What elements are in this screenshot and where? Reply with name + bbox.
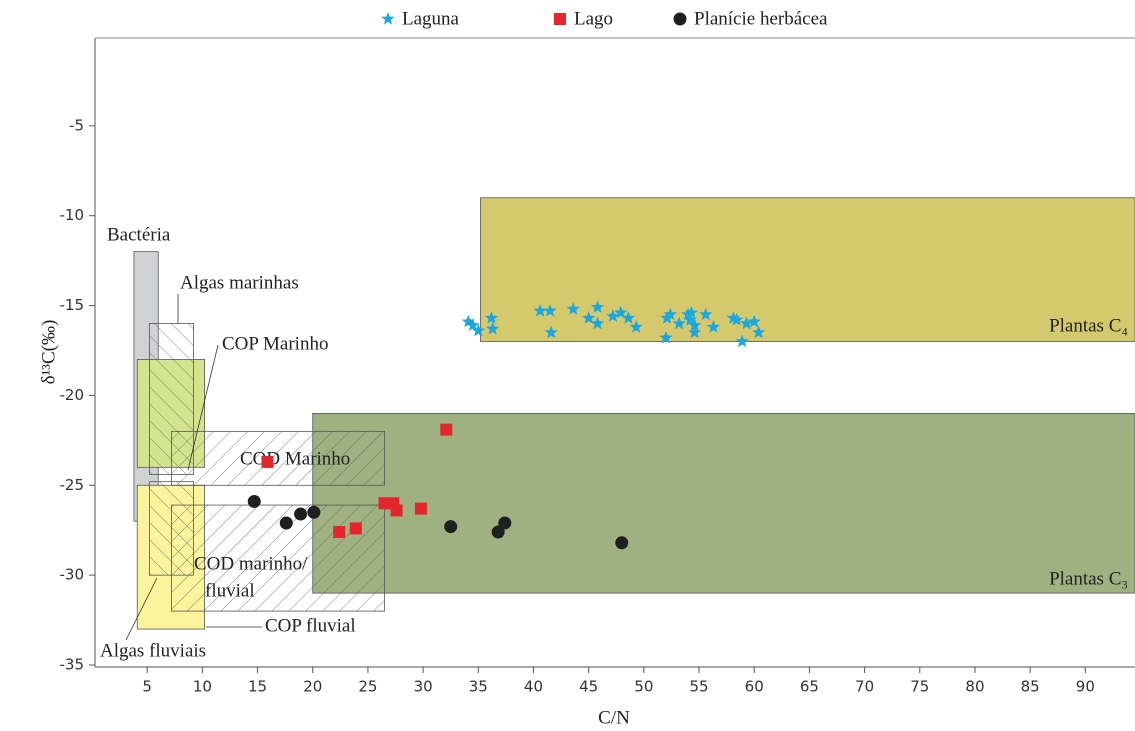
legend-marker — [554, 13, 566, 25]
marker — [683, 312, 697, 326]
x-tick-label: 5 — [142, 678, 152, 696]
x-tick-label: 10 — [193, 678, 212, 696]
x-tick-label: 40 — [524, 678, 543, 696]
marker — [307, 505, 321, 519]
region-label: fluvial — [205, 580, 255, 601]
marker — [614, 305, 628, 319]
marker — [684, 305, 698, 319]
leader-line — [125, 577, 158, 641]
marker — [629, 320, 643, 333]
region — [480, 197, 1135, 342]
legend-label: Planície herbácea — [694, 8, 828, 29]
x-tick-label: 80 — [965, 678, 984, 696]
marker — [484, 311, 499, 324]
marker — [471, 323, 485, 337]
marker — [466, 318, 480, 331]
region — [171, 430, 385, 486]
x-tick-label: 15 — [248, 678, 267, 696]
x-tick-label: 65 — [800, 678, 819, 696]
x-tick-label: 90 — [1076, 678, 1095, 696]
marker — [491, 525, 505, 539]
marker — [699, 307, 713, 321]
y-axis-label: δ¹³C(‰) — [38, 320, 59, 385]
marker — [333, 526, 346, 539]
region — [171, 504, 385, 612]
x-tick-label: 60 — [745, 678, 764, 696]
region-label: COD marinho/ — [194, 553, 308, 574]
region-label: Algas marinhas — [180, 272, 299, 293]
marker — [261, 455, 274, 468]
legend-label: Laguna — [402, 8, 460, 29]
x-tick-label: 85 — [1021, 678, 1040, 696]
marker — [390, 504, 403, 517]
marker — [726, 311, 740, 324]
y-tick-label: -15 — [60, 296, 85, 314]
marker — [349, 522, 362, 535]
marker — [706, 320, 720, 333]
x-tick-label: 70 — [855, 678, 874, 696]
y-tick-label: -30 — [60, 566, 85, 584]
marker — [582, 311, 596, 324]
marker — [544, 325, 558, 339]
marker — [688, 325, 702, 339]
marker — [444, 520, 458, 534]
marker — [739, 316, 754, 330]
region-label: Algas fluviais — [100, 640, 206, 661]
legend-label: Lago — [574, 8, 613, 29]
x-tick-label: 75 — [910, 678, 929, 696]
marker — [615, 536, 629, 550]
region-label: COD Marinho — [240, 448, 350, 469]
x-tick-label: 45 — [579, 678, 598, 696]
marker — [294, 507, 308, 521]
marker — [752, 325, 766, 339]
region-label: COP Marinho — [222, 333, 328, 354]
region-label: Plantas C₃ — [1049, 568, 1128, 589]
x-tick-label: 20 — [303, 678, 322, 696]
marker — [659, 330, 673, 344]
marker — [747, 314, 761, 328]
region-label: Bactéria — [107, 224, 171, 245]
marker — [533, 304, 547, 317]
marker — [672, 316, 686, 330]
x-tick-label: 25 — [358, 678, 377, 696]
x-tick-label: 30 — [414, 678, 433, 696]
region-label: COP fluvial — [265, 615, 356, 636]
x-axis-label: C/N — [598, 707, 630, 728]
region — [312, 412, 1135, 594]
y-tick-label: -5 — [69, 116, 84, 134]
y-tick-label: -35 — [60, 656, 85, 674]
marker — [566, 302, 580, 315]
x-tick-label: 55 — [689, 678, 708, 696]
marker — [440, 423, 453, 436]
marker — [729, 312, 744, 326]
marker — [621, 311, 636, 324]
marker — [543, 304, 557, 317]
y-tick-label: -20 — [60, 386, 85, 404]
x-tick-label: 50 — [634, 678, 653, 696]
marker — [590, 316, 605, 330]
y-tick-label: -25 — [60, 476, 85, 494]
marker — [461, 314, 475, 328]
marker — [663, 307, 677, 321]
marker — [486, 321, 500, 335]
marker — [606, 309, 620, 322]
marker — [414, 502, 427, 515]
region-label: Plantas C₄ — [1049, 315, 1128, 336]
marker — [590, 300, 605, 313]
marker — [688, 318, 702, 331]
marker — [735, 334, 749, 348]
marker — [247, 494, 261, 508]
legend-marker — [381, 12, 395, 25]
leader-line — [187, 344, 219, 471]
legend-marker — [673, 12, 687, 26]
y-tick-label: -10 — [60, 206, 85, 224]
x-tick-label: 35 — [469, 678, 488, 696]
marker — [498, 516, 512, 530]
marker — [279, 516, 293, 530]
marker — [681, 307, 695, 321]
